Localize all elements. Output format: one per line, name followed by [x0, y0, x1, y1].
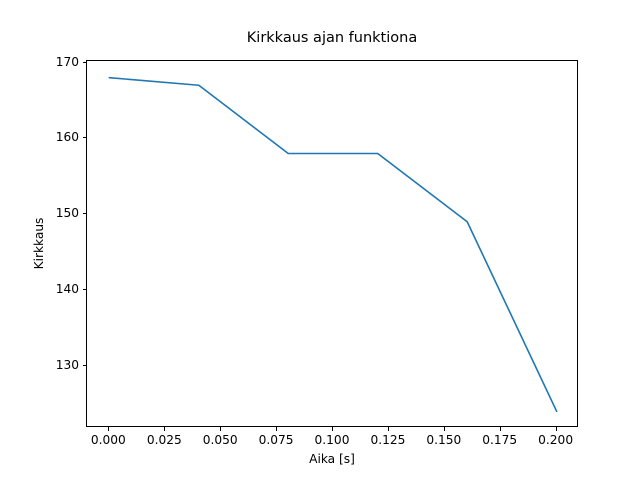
- x-tick-label: 0.175: [482, 433, 518, 447]
- x-tick-mark: [555, 427, 557, 431]
- x-tick-label: 0.025: [146, 433, 182, 447]
- y-tick-label: 130: [55, 357, 79, 372]
- x-tick-mark: [387, 427, 389, 431]
- y-tick-label: 160: [55, 130, 79, 145]
- data-series-line: [108, 76, 558, 413]
- x-tick-mark: [332, 427, 333, 431]
- x-tick-label: 0.000: [90, 433, 126, 447]
- y-tick-label: 140: [55, 282, 79, 296]
- x-tick-mark: [276, 427, 278, 431]
- x-tick-label: 0.125: [370, 433, 406, 447]
- y-tick-mark: [82, 213, 86, 215]
- x-tick-label: 0.200: [538, 433, 574, 447]
- y-tick-mark: [82, 289, 86, 290]
- y-tick-mark: [82, 137, 86, 139]
- x-axis-label: Aika [s]: [309, 452, 355, 466]
- plot-axes: [86, 60, 578, 427]
- x-tick-mark: [108, 427, 110, 431]
- x-tick-mark: [499, 427, 501, 431]
- y-tick-label: 170: [55, 54, 79, 69]
- page-title: Kirkkaus ajan funktiona: [246, 30, 418, 46]
- y-axis-label: Kirkkaus: [32, 217, 46, 270]
- y-tick-mark: [82, 61, 86, 63]
- x-tick-label: 0.150: [426, 433, 462, 447]
- x-tick-label: 0.100: [314, 433, 350, 447]
- x-tick-label: 0.075: [258, 433, 294, 447]
- x-tick-mark: [443, 427, 445, 431]
- x-tick-mark: [164, 427, 166, 431]
- y-tick-mark: [82, 364, 86, 366]
- y-tick-label: 150: [55, 206, 79, 221]
- x-tick-label: 0.050: [202, 433, 238, 447]
- plot-canvas: [108, 76, 558, 413]
- x-tick-mark: [220, 427, 222, 431]
